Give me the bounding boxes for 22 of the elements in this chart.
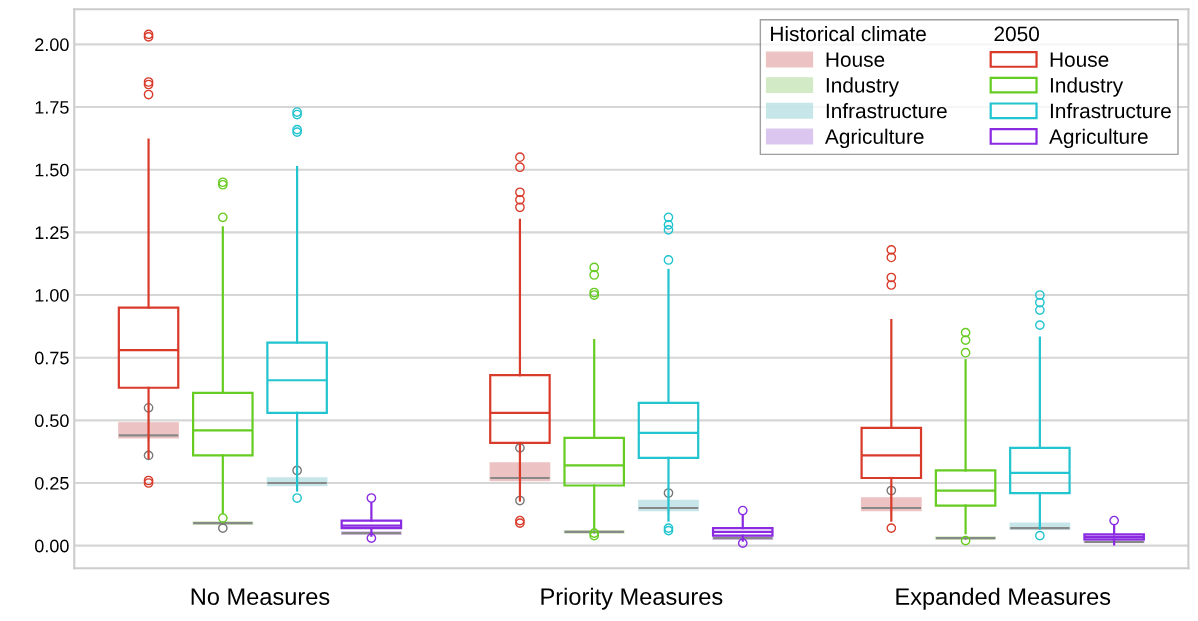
y-tick-label: 0.00 [34,539,69,553]
y-tick-label: 2.00 [35,38,69,52]
y-tick-label: 0.75 [34,351,69,365]
legend-label: House [1050,52,1109,67]
legend-label: Industry [1050,77,1124,97]
legend-label: Agriculture [824,128,924,149]
y-tick-label: 1.25 [35,226,69,240]
y-tick-label: 1.50 [35,163,69,177]
y-tick-label: 1.75 [35,101,69,114]
y-tick-label: 0.50 [34,414,69,428]
y-tick-label: 0.25 [34,476,69,490]
x-tick-label: Priority Measures [541,587,723,610]
x-tick-label: Expanded Measures [896,587,1111,610]
text: Historical climate [771,25,926,42]
legend-label: Infrastructure [1050,103,1171,119]
legend-label: Industry [826,77,899,97]
x-tick-label: No Measures [191,588,330,605]
legend-label: Infrastructure [826,103,947,119]
legend-label: Agriculture [1049,128,1148,149]
y-tick-label: 1.00 [35,288,69,302]
text: 2050 [994,26,1039,42]
legend-label: House [826,52,885,67]
